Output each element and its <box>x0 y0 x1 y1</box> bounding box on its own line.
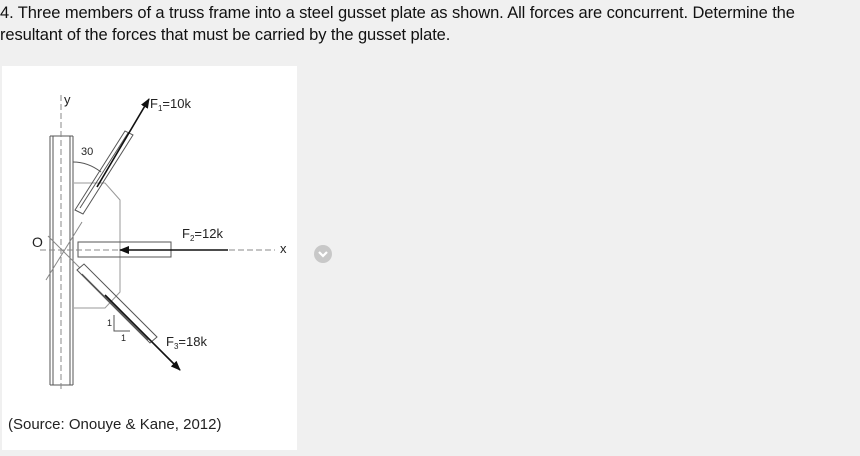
expand-button[interactable] <box>314 245 332 263</box>
chevron-down-icon <box>318 251 328 258</box>
slope-triangle <box>113 315 130 332</box>
force-arrow-f1 <box>96 98 150 188</box>
truss-gusset-figure: y 30 F1=10k O x F2=12k F3=18k 1 1 (Sourc <box>2 66 297 450</box>
x-axis-label: x <box>280 241 287 256</box>
question-line-1: 4. Three members of a truss frame into a… <box>0 4 795 22</box>
question-line-2: resultant of the forces that must be car… <box>0 26 451 44</box>
figure-caption: (Source: Onouye & Kane, 2012) <box>8 416 222 433</box>
slope-rise: 1 <box>107 318 112 328</box>
angle-label: 30 <box>81 146 93 158</box>
force-label-f2: F2=12k <box>182 226 223 243</box>
question-text: 4. Three members of a truss frame into a… <box>0 2 795 46</box>
force-label-f1: F1=10k <box>150 96 191 113</box>
y-axis-label: y <box>64 92 71 107</box>
member-3 <box>76 263 158 344</box>
force-label-f3: F3=18k <box>166 334 207 351</box>
slope-run: 1 <box>121 333 126 343</box>
angle-arc <box>72 161 102 173</box>
member-1 <box>74 130 134 215</box>
column <box>49 135 74 386</box>
origin-label: O <box>32 234 43 250</box>
force-arrow-f3 <box>104 294 181 371</box>
